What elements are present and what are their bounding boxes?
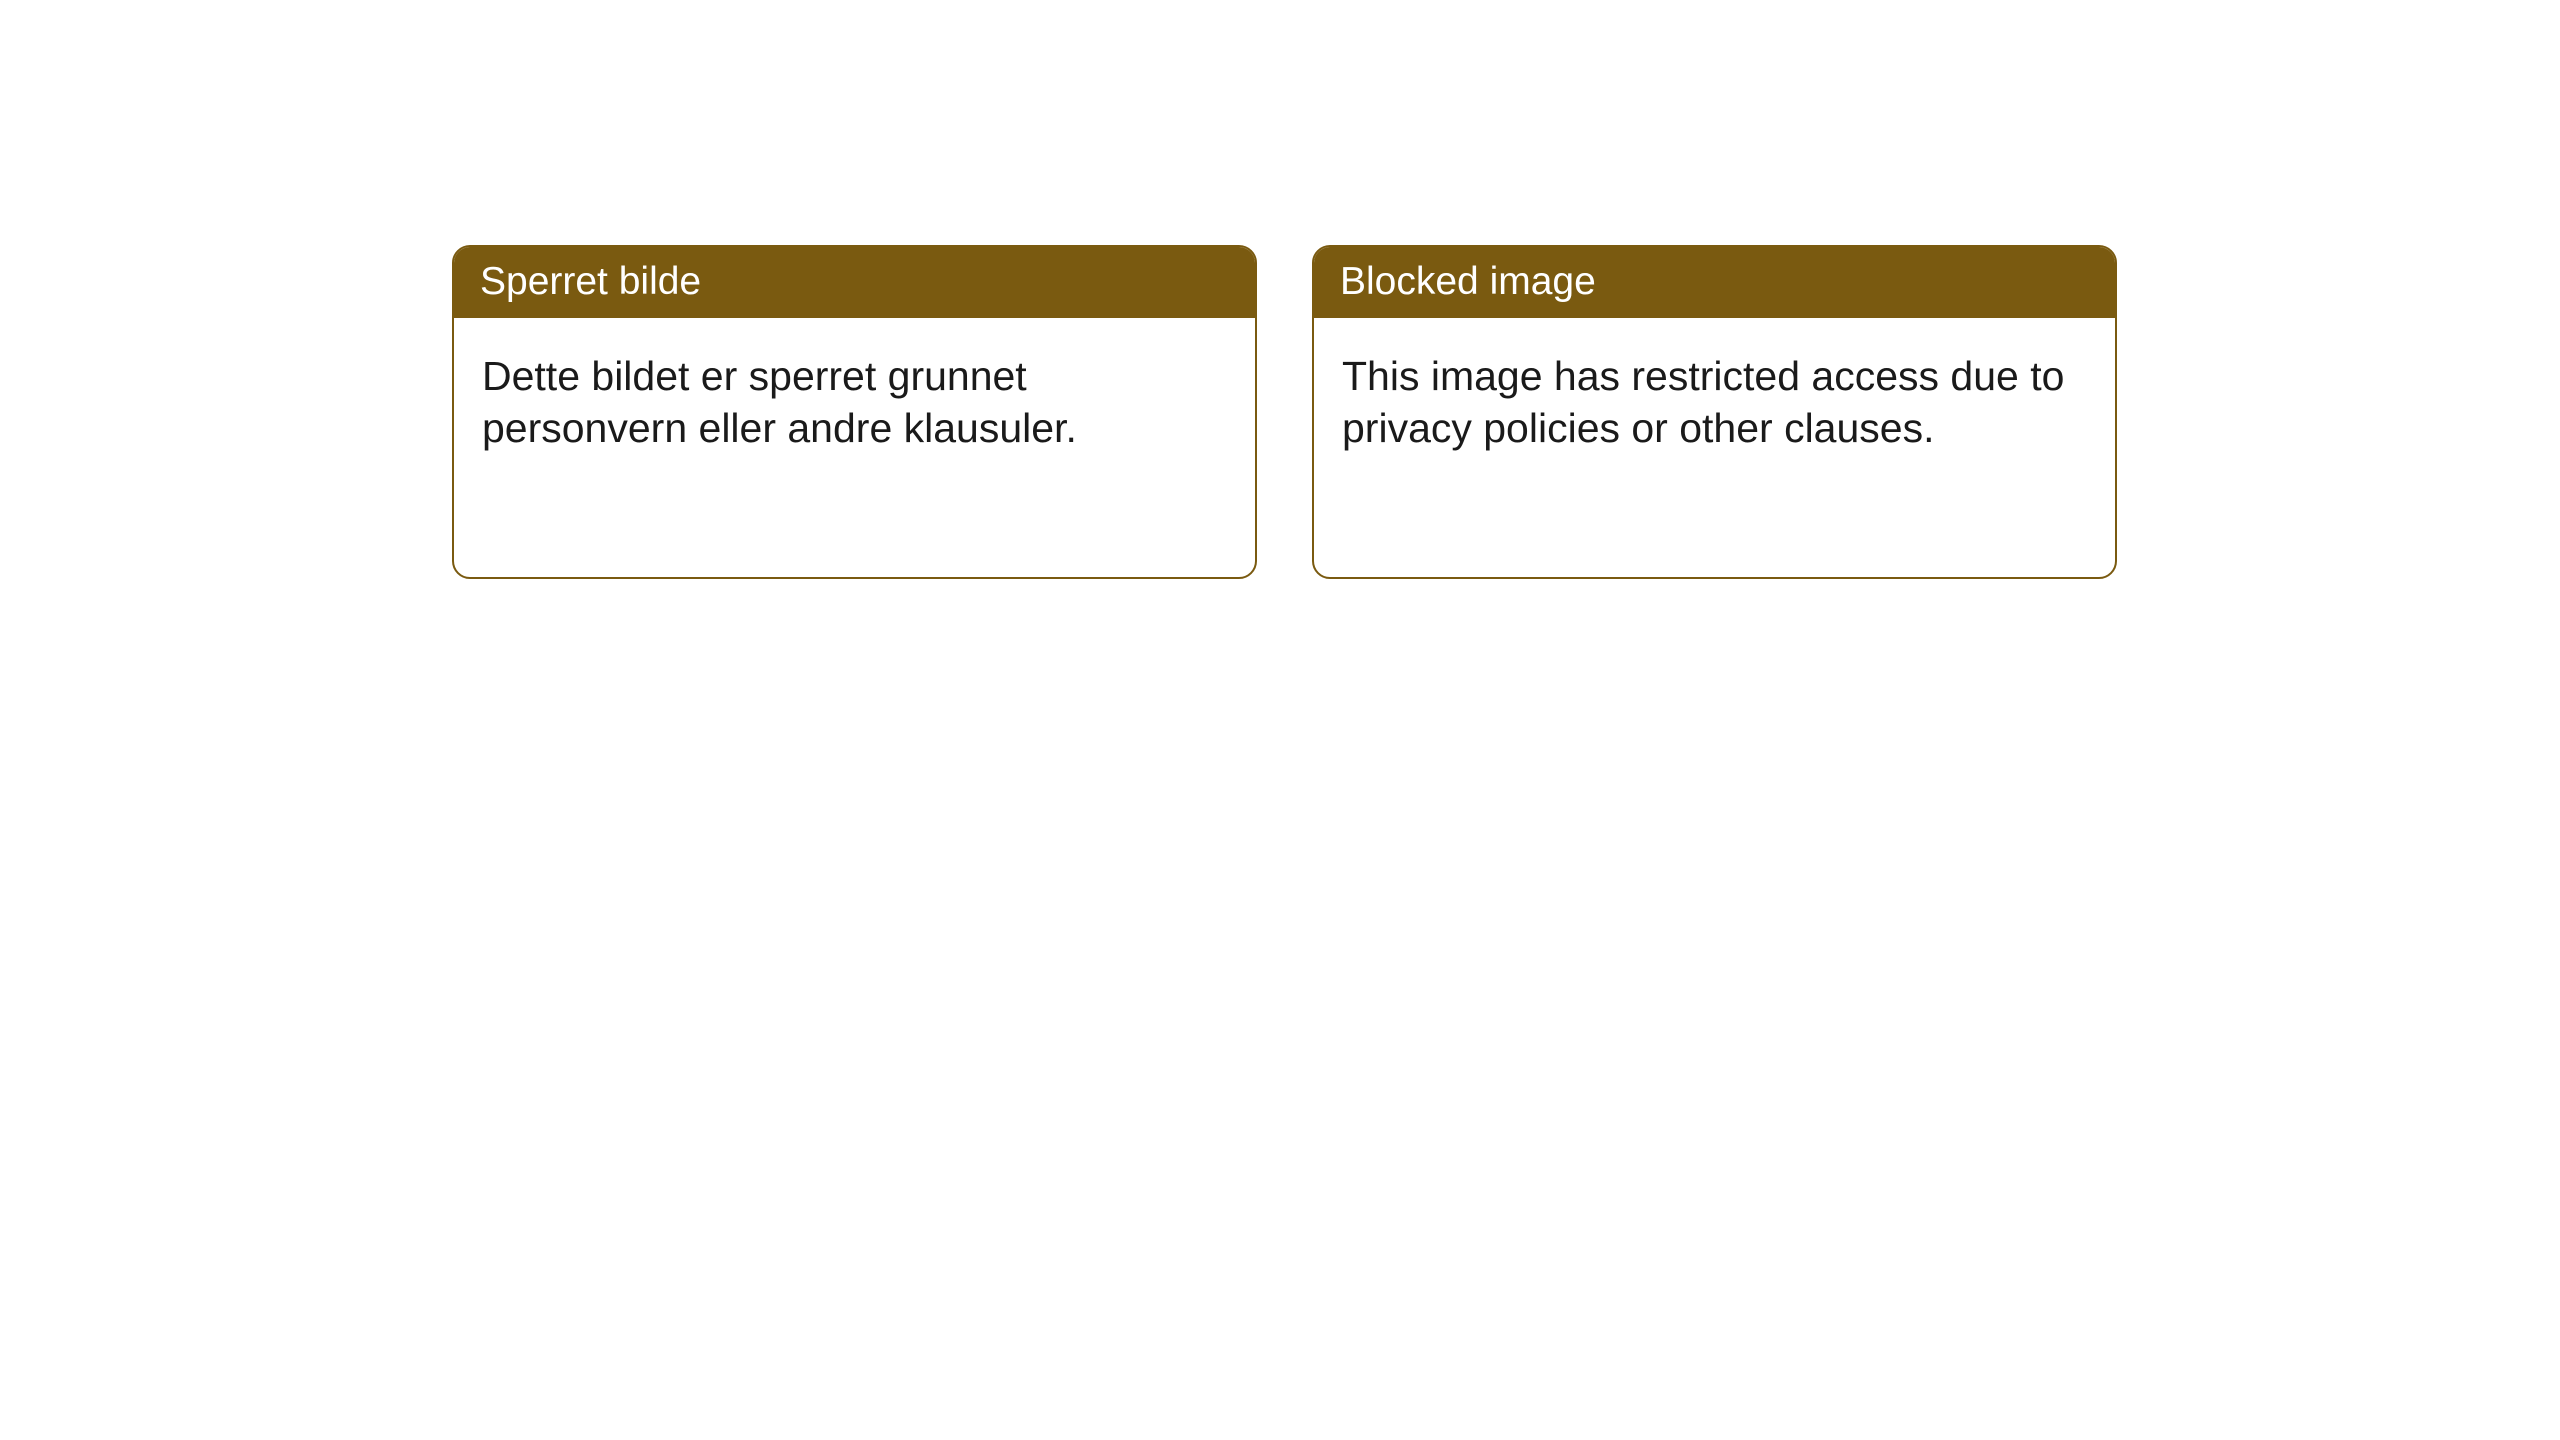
notice-message: This image has restricted access due to … (1342, 353, 2064, 451)
notice-title: Sperret bilde (480, 260, 701, 303)
notice-card-english: Blocked image This image has restricted … (1312, 245, 2117, 579)
notice-header: Blocked image (1314, 247, 2115, 318)
notice-title: Blocked image (1340, 260, 1596, 303)
notice-message: Dette bildet er sperret grunnet personve… (482, 353, 1077, 451)
notice-container: Sperret bilde Dette bildet er sperret gr… (452, 245, 2117, 579)
notice-card-norwegian: Sperret bilde Dette bildet er sperret gr… (452, 245, 1257, 579)
notice-body: This image has restricted access due to … (1314, 318, 2115, 487)
notice-body: Dette bildet er sperret grunnet personve… (454, 318, 1255, 487)
notice-header: Sperret bilde (454, 247, 1255, 318)
